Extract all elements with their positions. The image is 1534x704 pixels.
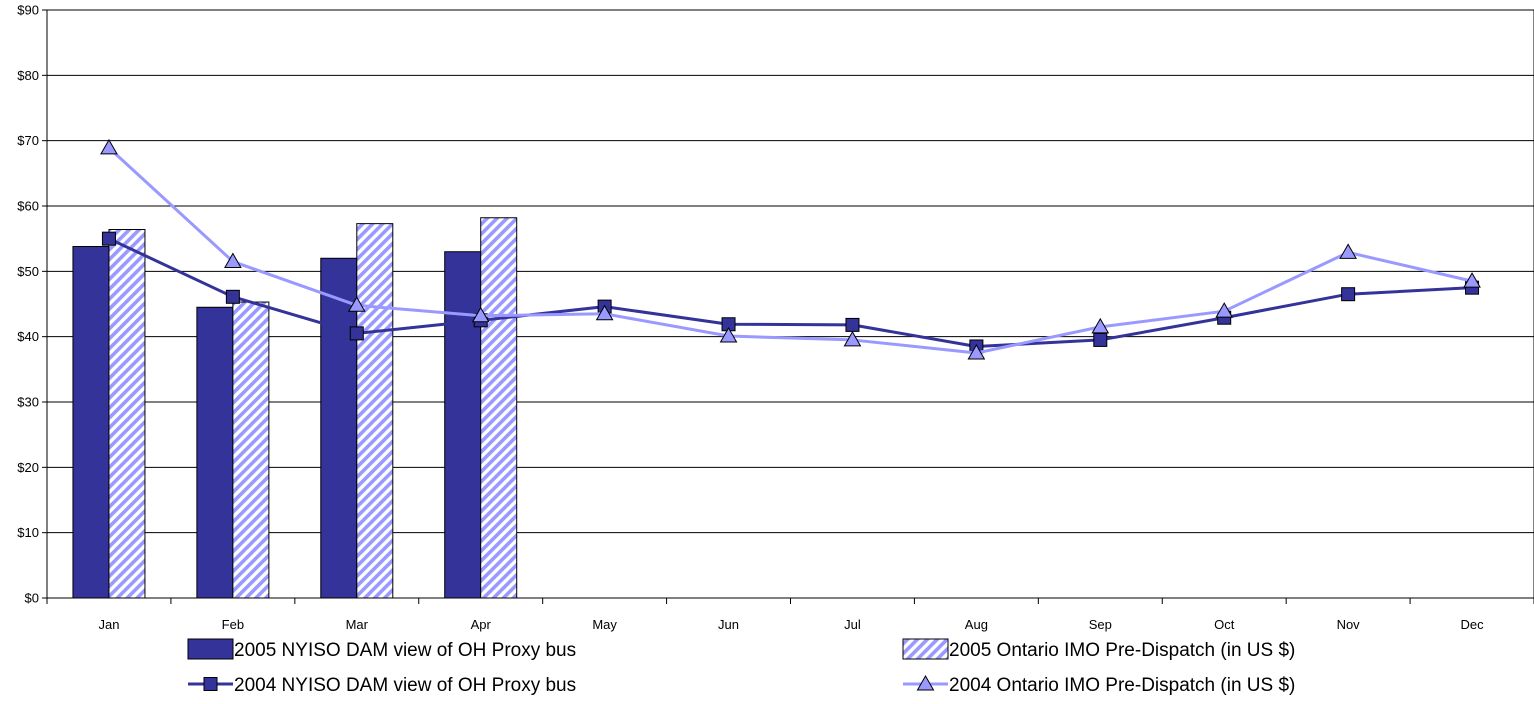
data-point <box>349 326 364 341</box>
legend-item: 2005 NYISO DAM view of OH Proxy bus <box>187 638 576 661</box>
legend: 2005 NYISO DAM view of OH Proxy bus 2005 … <box>187 638 1295 696</box>
y-tick-label: $60 <box>17 199 39 214</box>
x-tick-label: Dec <box>1460 617 1484 632</box>
data-point <box>916 674 935 691</box>
bar <box>108 229 146 599</box>
bar <box>356 223 394 599</box>
plot-area <box>46 9 1534 599</box>
data-point <box>1341 287 1356 302</box>
y-tick-label: $0 <box>25 591 39 606</box>
x-tick-label: Mar <box>346 617 369 632</box>
data-point <box>1463 272 1481 288</box>
y-tick-label: $80 <box>17 68 39 83</box>
bar <box>72 246 110 599</box>
y-tick-label: $70 <box>17 133 39 148</box>
data-point <box>224 252 242 269</box>
data-point <box>843 330 862 347</box>
legend-label: 2005 Ontario IMO Pre-Dispatch (in US $) <box>949 640 1295 661</box>
x-tick-label: Oct <box>1214 617 1235 632</box>
y-tick-label: $40 <box>17 329 39 344</box>
lines <box>100 138 1481 360</box>
bars <box>72 217 518 599</box>
legend-item: 2004 NYISO DAM view of OH Proxy bus <box>188 675 576 696</box>
data-point <box>101 231 116 246</box>
y-tick-label: $50 <box>17 264 39 279</box>
data-point <box>471 306 490 323</box>
data-point <box>1339 243 1357 259</box>
bar <box>480 217 518 599</box>
bar <box>232 301 270 599</box>
x-tick-label: Sep <box>1089 617 1112 632</box>
series-line <box>108 237 1473 348</box>
axes: $0 $10 $20 $30 $40 $50 $60 $70 $80 $90 Jan Feb Mar Ap… <box>17 3 1534 632</box>
bar <box>320 257 358 599</box>
legend-item: 2004 Ontario IMO Pre-Dispatch (in US $) <box>903 674 1295 696</box>
legend-item: 2005 Ontario IMO Pre-Dispatch (in US $) <box>902 638 1295 661</box>
y-tick-label: $20 <box>17 460 39 475</box>
x-tick-label: Jun <box>718 617 739 632</box>
legend-label: 2004 NYISO DAM view of OH Proxy bus <box>234 675 576 696</box>
x-tick-label: Nov <box>1337 617 1361 632</box>
bar <box>444 251 482 599</box>
series-line <box>107 146 1473 355</box>
gridlines <box>47 74 1534 534</box>
data-point <box>203 677 218 691</box>
legend-swatch <box>902 638 949 660</box>
legend-swatch <box>187 638 234 660</box>
x-tick-label: May <box>592 617 617 632</box>
x-tick-label: Jul <box>844 617 861 632</box>
x-tick-label: Feb <box>222 617 244 632</box>
legend-label: 2005 NYISO DAM view of OH Proxy bus <box>234 640 576 661</box>
bar <box>196 306 234 599</box>
data-point <box>1093 332 1108 347</box>
x-tick-label: Jan <box>98 617 119 632</box>
data-point <box>719 327 738 343</box>
data-point <box>1091 317 1110 334</box>
data-point <box>100 138 118 155</box>
x-tick-label: Aug <box>965 617 988 632</box>
data-point <box>347 296 366 312</box>
data-point <box>225 289 240 304</box>
data-point <box>595 304 614 321</box>
y-tick-label: $90 <box>17 3 39 18</box>
y-tick-label: $10 <box>17 525 39 540</box>
data-point <box>845 317 860 332</box>
legend-label: 2004 Ontario IMO Pre-Dispatch (in US $) <box>949 675 1295 696</box>
x-tick-label: Apr <box>471 617 492 632</box>
data-point <box>967 343 986 360</box>
data-point <box>1215 302 1234 318</box>
y-tick-label: $30 <box>17 395 39 410</box>
